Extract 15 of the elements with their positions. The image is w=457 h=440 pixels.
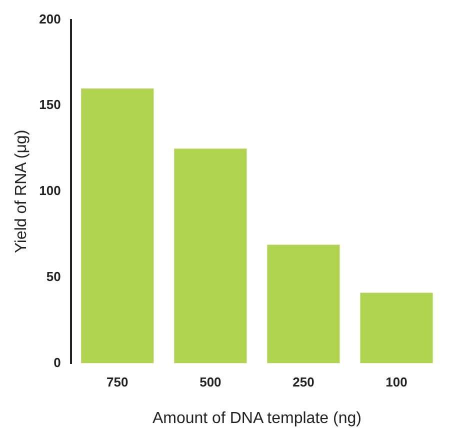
bar — [81, 88, 154, 364]
x-tick-label: 750 — [106, 374, 128, 390]
y-axis-title: Yield of RNA (μg) — [13, 130, 30, 254]
y-tick-label: 0 — [54, 354, 61, 370]
y-tick-label: 50 — [46, 268, 61, 284]
bar — [174, 148, 247, 364]
x-tick-label: 100 — [386, 374, 408, 390]
x-axis-title: Amount of DNA template (ng) — [152, 410, 362, 427]
x-tick-label: 500 — [200, 374, 222, 390]
y-tick-label: 200 — [39, 11, 61, 26]
bar — [267, 244, 340, 364]
bar — [360, 292, 433, 364]
y-tick-label: 100 — [39, 183, 61, 198]
y-tick-label: 150 — [39, 97, 61, 112]
x-tick-label: 250 — [292, 374, 314, 390]
